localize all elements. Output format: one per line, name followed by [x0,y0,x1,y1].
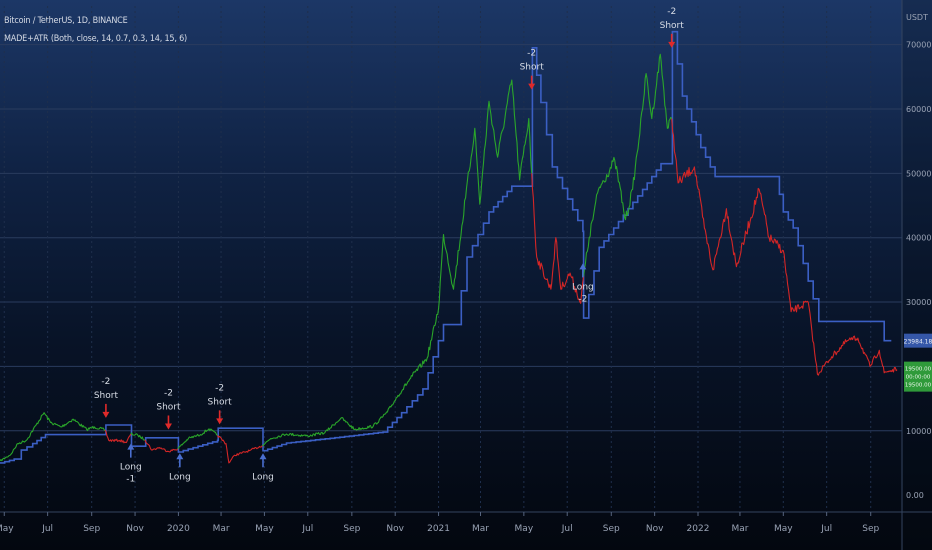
short-label: Short [156,402,181,412]
short-label: Short [660,21,685,31]
short-arrow-icon [216,418,224,425]
x-tick-label: Sep [343,524,360,534]
x-tick-label: Jul [820,524,832,534]
x-tick-label: 2022 [687,524,710,534]
x-tick-label: 2021 [427,524,450,534]
price-segment-up [583,53,673,277]
x-tick-label: May [0,524,14,534]
price-segment-up [262,79,533,447]
long-arrow-icon [127,443,135,450]
y-tick-label: 0.00 [906,491,924,500]
chart-legend: Bitcoin / TetherUS, 1D, BINANCE MADE+ATR… [4,12,187,48]
x-tick-label: Mar [731,524,748,534]
x-tick-label: Sep [862,524,879,534]
x-tick-label: Sep [83,524,100,534]
long-arrow-icon [579,263,587,270]
short-label: Short [94,391,119,401]
price-segment-up [0,412,106,462]
price-value-text: 00:00:00 [906,375,931,381]
price-segment-down [104,429,132,444]
x-tick-label: Nov [126,524,144,534]
long-arrow-icon [259,453,267,460]
short-value: -2 [101,377,110,387]
y-tick-label: 50000.00 [906,169,932,178]
y-tick-label: 30000.00 [906,298,932,307]
price-segment-up [130,432,146,441]
price-segment-up [177,428,218,450]
long-label: Long [252,472,274,482]
price-segment-down [671,118,898,376]
short-label: Short [520,63,545,73]
price-axis-panel [902,0,932,550]
price-segment-down [217,435,263,464]
long-label: Long [572,282,594,292]
price-segment-down [144,439,179,453]
indicator-title: MADE+ATR (Both, close, 14, 0.7, 0.3, 14,… [4,34,188,44]
short-value: -2 [164,388,173,398]
x-tick-label: Nov [646,524,664,534]
x-tick-label: May [774,524,793,534]
price-segment-down [531,173,585,304]
x-tick-label: May [255,524,274,534]
y-axis-unit: USDT [906,13,928,22]
short-arrow-icon [164,423,172,430]
x-tick-label: Jul [41,524,53,534]
long-value: -2 [578,294,587,304]
y-tick-label: 10000.00 [906,427,932,436]
x-tick-label: 2020 [167,524,190,534]
short-arrow-icon [102,411,110,418]
long-arrow-icon [176,453,184,460]
short-label: Short [208,397,233,407]
y-tick-label: 40000.00 [906,234,932,243]
x-tick-label: Jul [561,524,573,534]
x-tick-label: Mar [472,524,489,534]
price-value-text: 19500.00 [905,367,932,373]
short-value: -2 [527,49,536,59]
symbol-title: Bitcoin / TetherUS, 1D, BINANCE [4,16,128,26]
price-value-badge [904,361,932,392]
x-tick-label: May [515,524,534,534]
x-tick-label: Jul [301,524,313,534]
long-value: -1 [126,475,135,485]
short-arrow-icon [528,83,536,90]
x-tick-label: Mar [213,524,230,534]
trailing-stop-line [0,30,892,464]
long-label: Long [120,463,142,473]
y-tick-label: 70000.00 [906,41,932,50]
stop-value-text: 23984.18 [904,339,932,346]
stop-value-badge [904,333,932,348]
price-value-text: 19500.00 [905,383,932,389]
long-label: Long [169,472,191,482]
short-arrow-icon [668,41,676,48]
x-tick-label: Sep [603,524,620,534]
short-value: -2 [667,7,676,17]
grid [0,6,902,508]
short-value: -2 [215,383,224,393]
y-tick-label: 60000.00 [906,105,932,114]
x-tick-label: Nov [386,524,404,534]
